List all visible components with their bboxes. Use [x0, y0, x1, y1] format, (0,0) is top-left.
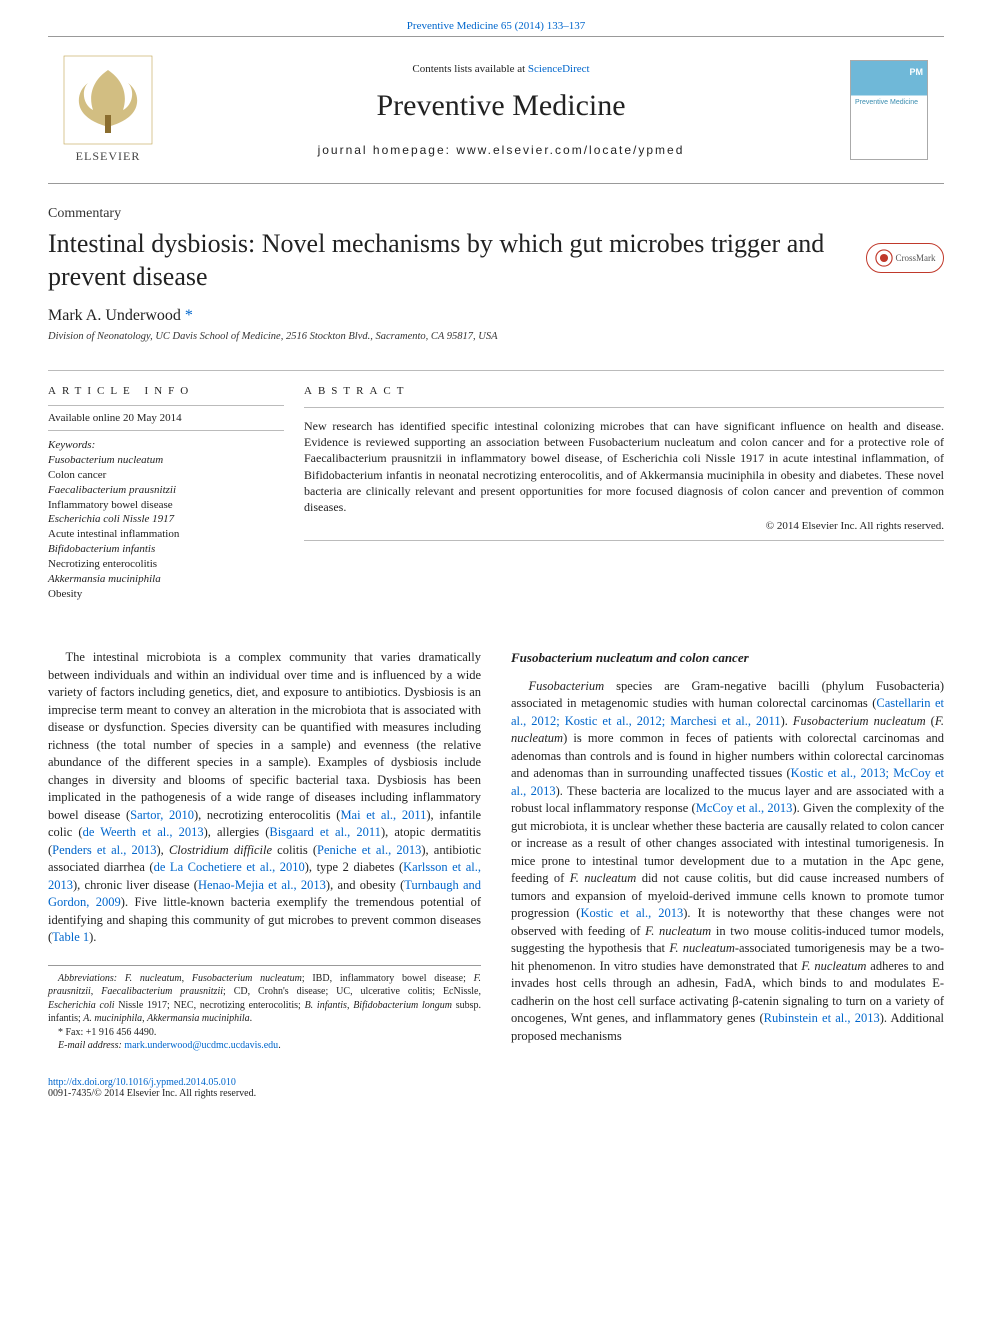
citation-link[interactable]: Kostic et al., 2013; McCoy et al., 2013 [511, 766, 944, 798]
table-link[interactable]: Table 1 [52, 930, 89, 944]
elsevier-tree-icon: ELSEVIER [63, 55, 153, 165]
author-email[interactable]: mark.underwood@ucdmc.ucdavis.edu [124, 1040, 278, 1051]
article-info: ARTICLE INFO Available online 20 May 201… [48, 371, 304, 601]
elsevier-logo: ELSEVIER [48, 55, 168, 165]
keyword-item: Faecalibacterium prausnitzii [48, 483, 284, 498]
email-note: E-mail address: mark.underwood@ucdmc.ucd… [48, 1039, 481, 1053]
author-line: Mark A. Underwood * [48, 307, 944, 325]
header-center: Contents lists available at ScienceDirec… [168, 63, 834, 157]
citation-link[interactable]: Peniche et al., 2013 [317, 843, 421, 857]
abstract-rule [304, 540, 944, 541]
keyword-item: Escherichia coli Nissle 1917 [48, 512, 284, 527]
left-column: The intestinal microbiota is a complex c… [48, 649, 481, 1053]
citation-link[interactable]: McCoy et al., 2013 [696, 801, 793, 815]
citation-link[interactable]: de La Cochetiere et al., 2010 [154, 860, 305, 874]
keyword-item: Bifidobacterium infantis [48, 542, 284, 557]
crossmark-badge[interactable]: CrossMark [866, 243, 944, 273]
top-citation: Preventive Medicine 65 (2014) 133–137 [48, 20, 944, 32]
citation-link[interactable]: de Weerth et al., 2013 [83, 825, 204, 839]
affiliation: Division of Neonatology, UC Davis School… [48, 331, 944, 342]
section-paragraph: Fusobacterium species are Gram-negative … [511, 678, 944, 1046]
fax-note: * Fax: +1 916 456 4490. [48, 1026, 481, 1040]
article-info-heading: ARTICLE INFO [48, 385, 284, 397]
keywords-heading: Keywords: [48, 439, 284, 451]
sciencedirect-link[interactable]: ScienceDirect [528, 63, 590, 75]
keyword-item: Inflammatory bowel disease [48, 498, 284, 513]
section-heading: Fusobacterium nucleatum and colon cancer [511, 649, 944, 667]
author-name: Mark A. Underwood [48, 307, 181, 324]
keyword-item: Acute intestinal inflammation [48, 527, 284, 542]
contents-line: Contents lists available at ScienceDirec… [168, 63, 834, 75]
abstract-block: ABSTRACT New research has identified spe… [304, 371, 944, 601]
available-online: Available online 20 May 2014 [48, 405, 284, 431]
keyword-item: Fusobacterium nucleatum [48, 453, 284, 468]
right-column: Fusobacterium nucleatum and colon cancer… [511, 649, 944, 1053]
crossmark-icon [875, 249, 893, 267]
keyword-item: Obesity [48, 587, 284, 602]
citation-link[interactable]: Henao-Mejia et al., 2013 [198, 878, 326, 892]
journal-homepage-url: www.elsevier.com/locate/ypmed [456, 143, 684, 157]
journal-cover: PM Preventive Medicine [834, 60, 944, 160]
abstract-copyright: © 2014 Elsevier Inc. All rights reserved… [304, 519, 944, 534]
abstract-body: New research has identified specific int… [304, 407, 944, 534]
article-type: Commentary [48, 206, 944, 222]
article-title: Intestinal dysbiosis: Novel mechanisms b… [48, 228, 944, 293]
journal-homepage: journal homepage: www.elsevier.com/locat… [168, 143, 834, 157]
keyword-item: Colon cancer [48, 468, 284, 483]
footnotes: Abbreviations: F. nucleatum, Fusobacteri… [48, 965, 481, 1053]
citation-link[interactable]: Sartor, 2010 [130, 808, 194, 822]
intro-paragraph: The intestinal microbiota is a complex c… [48, 649, 481, 947]
citation-link[interactable]: Rubinstein et al., 2013 [764, 1011, 880, 1025]
correspondence-star[interactable]: * [185, 307, 193, 324]
elsevier-text: ELSEVIER [76, 149, 141, 163]
journal-header: ELSEVIER Contents lists available at Sci… [48, 36, 944, 184]
abbreviations: Abbreviations: F. nucleatum, Fusobacteri… [48, 972, 481, 1026]
body-columns: The intestinal microbiota is a complex c… [48, 649, 944, 1053]
citation-link[interactable]: Bisgaard et al., 2011 [269, 825, 381, 839]
keyword-item: Necrotizing enterocolitis [48, 557, 284, 572]
keywords-list: Fusobacterium nucleatumColon cancerFaeca… [48, 453, 284, 601]
journal-name: Preventive Medicine [168, 89, 834, 123]
citation-link[interactable]: Kostic et al., 2013 [580, 906, 683, 920]
top-citation-link[interactable]: Preventive Medicine 65 (2014) 133–137 [407, 20, 585, 32]
doi-link[interactable]: http://dx.doi.org/10.1016/j.ypmed.2014.0… [48, 1077, 236, 1088]
citation-link[interactable]: Penders et al., 2013 [52, 843, 156, 857]
keyword-item: Akkermansia muciniphila [48, 572, 284, 587]
issn-line: 0091-7435/© 2014 Elsevier Inc. All right… [48, 1088, 944, 1099]
meta-row: ARTICLE INFO Available online 20 May 201… [48, 370, 944, 601]
abstract-heading: ABSTRACT [304, 385, 944, 397]
citation-link[interactable]: Mai et al., 2011 [340, 808, 426, 822]
page-footer: http://dx.doi.org/10.1016/j.ypmed.2014.0… [48, 1077, 944, 1099]
